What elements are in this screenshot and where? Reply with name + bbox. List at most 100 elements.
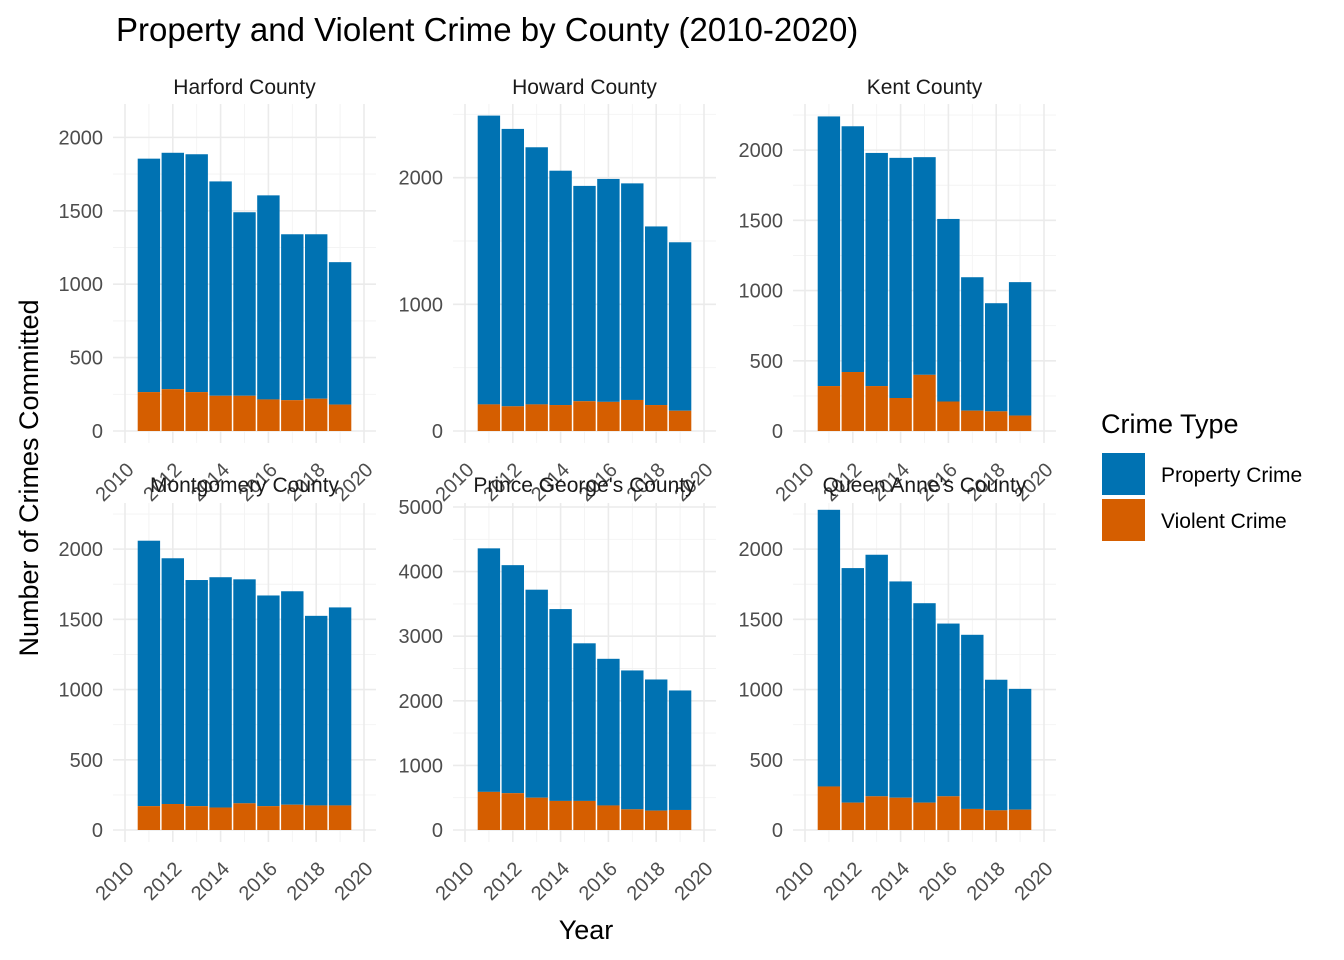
x-tick-label: 2016 [235,858,282,905]
bar-violent-crime-2012 [501,406,524,431]
bar-violent-crime-2016 [597,805,620,830]
bar-violent-crime-2012 [161,804,184,830]
bar-property-crime-2012 [501,565,524,794]
panel-prince-george-s-county: 0 1000 2000 3000 4000 5000 2010 2012 2014 2016 201… [399,474,718,905]
bar-violent-crime-2011 [477,791,501,830]
bar-violent-crime-2011 [817,386,841,431]
bar-violent-crime-2011 [137,392,161,431]
bar-violent-crime-2016 [937,401,960,431]
bar-violent-crime-2016 [937,796,960,830]
x-tick-label: 2014 [527,858,574,905]
bar-property-crime-2019 [328,607,352,806]
bar-property-crime-2018 [305,615,328,806]
bar-violent-crime-2016 [597,401,620,431]
y-tick-label: 500 [70,750,103,772]
bar-property-crime-2011 [137,158,161,393]
bar-property-crime-2012 [161,558,184,805]
x-tick-label: 2010 [92,858,139,905]
legend-title: Crime Type [1101,409,1239,439]
bar-property-crime-2013 [525,589,548,798]
bar-violent-crime-2014 [549,405,572,431]
bar-violent-crime-2019 [668,809,692,830]
x-tick-label: 2012 [479,858,526,905]
bar-property-crime-2016 [257,195,280,400]
bar-violent-crime-2017 [281,400,304,431]
x-tick-label: 2012 [139,858,186,905]
bar-property-crime-2013 [525,147,548,405]
bar-violent-crime-2014 [209,807,232,830]
panel-strip-label: Howard County [512,76,657,99]
chart-title: Property and Violent Crime by County (20… [116,11,858,48]
bar-violent-crime-2013 [185,392,208,431]
x-tick-label: 2018 [283,858,330,905]
x-tick-label: 2018 [623,858,670,905]
bar-property-crime-2017 [281,234,304,401]
x-tick-label: 2010 [772,459,819,506]
x-tick-label: 2014 [867,858,914,905]
bar-violent-crime-2012 [501,793,524,830]
x-tick-label: 2020 [1011,858,1058,905]
bar-violent-crime-2018 [985,411,1008,431]
x-tick-label: 2010 [432,858,479,905]
panel-strip-label: Montgomery County [150,474,340,497]
x-tick-label: 2016 [575,858,622,905]
y-tick-label: 2000 [739,539,784,561]
bar-property-crime-2013 [865,152,888,387]
bar-property-crime-2016 [937,218,960,402]
legend-label-violent-crime: Violent Crime [1161,510,1287,533]
bar-property-crime-2011 [817,509,841,787]
bar-property-crime-2019 [1008,282,1032,416]
y-tick-label: 0 [432,421,443,443]
bar-property-crime-2016 [937,623,960,797]
bar-property-crime-2016 [597,178,620,402]
bar-violent-crime-2019 [1008,415,1032,431]
y-tick-label: 0 [92,820,103,842]
bar-property-crime-2017 [961,634,984,809]
bar-violent-crime-2014 [889,397,912,431]
bar-property-crime-2016 [257,595,280,807]
bar-violent-crime-2018 [645,810,668,830]
y-tick-label: 0 [432,820,443,842]
y-tick-label: 1500 [739,609,784,631]
bar-property-crime-2015 [913,603,936,803]
bar-violent-crime-2015 [233,803,256,830]
bar-violent-crime-2015 [913,374,936,431]
bar-violent-crime-2013 [525,404,548,431]
panel-queen-anne-s-county: 0 500 1000 1500 2000 2010 2012 2014 2016 2018 2020… [739,474,1058,905]
y-tick-label: 1000 [59,680,104,702]
x-tick-label: 2012 [819,858,866,905]
bar-violent-crime-2014 [209,395,232,431]
bar-violent-crime-2015 [233,395,256,431]
bar-violent-crime-2019 [328,404,352,431]
bar-property-crime-2013 [185,154,208,393]
panel-strip-label: Prince George's County [473,474,696,497]
y-tick-label: 1000 [399,755,444,777]
bar-violent-crime-2017 [281,804,304,830]
legend-label-property-crime: Property Crime [1161,464,1302,487]
bar-property-crime-2017 [621,670,644,810]
y-tick-label: 500 [70,348,103,370]
y-tick-label: 2000 [399,168,444,190]
bar-property-crime-2011 [477,115,501,405]
bar-property-crime-2019 [328,262,352,405]
bar-property-crime-2019 [668,242,692,411]
legend-swatch-property-crime [1102,453,1145,495]
bar-violent-crime-2019 [1008,809,1032,830]
y-tick-label: 2000 [59,539,104,561]
bar-property-crime-2017 [961,277,984,411]
y-tick-label: 1500 [739,210,784,232]
x-tick-label: 2014 [187,858,234,905]
x-tick-label: 2018 [963,858,1010,905]
legend: Crime Type Property Crime Violent Crime [1101,409,1302,541]
bar-property-crime-2015 [233,579,256,804]
y-tick-label: 4000 [399,562,444,584]
bar-violent-crime-2015 [913,802,936,830]
bar-property-crime-2014 [549,609,572,801]
bar-property-crime-2018 [305,234,328,399]
x-tick-label: 2010 [772,858,819,905]
x-tick-label: 2010 [92,459,139,506]
